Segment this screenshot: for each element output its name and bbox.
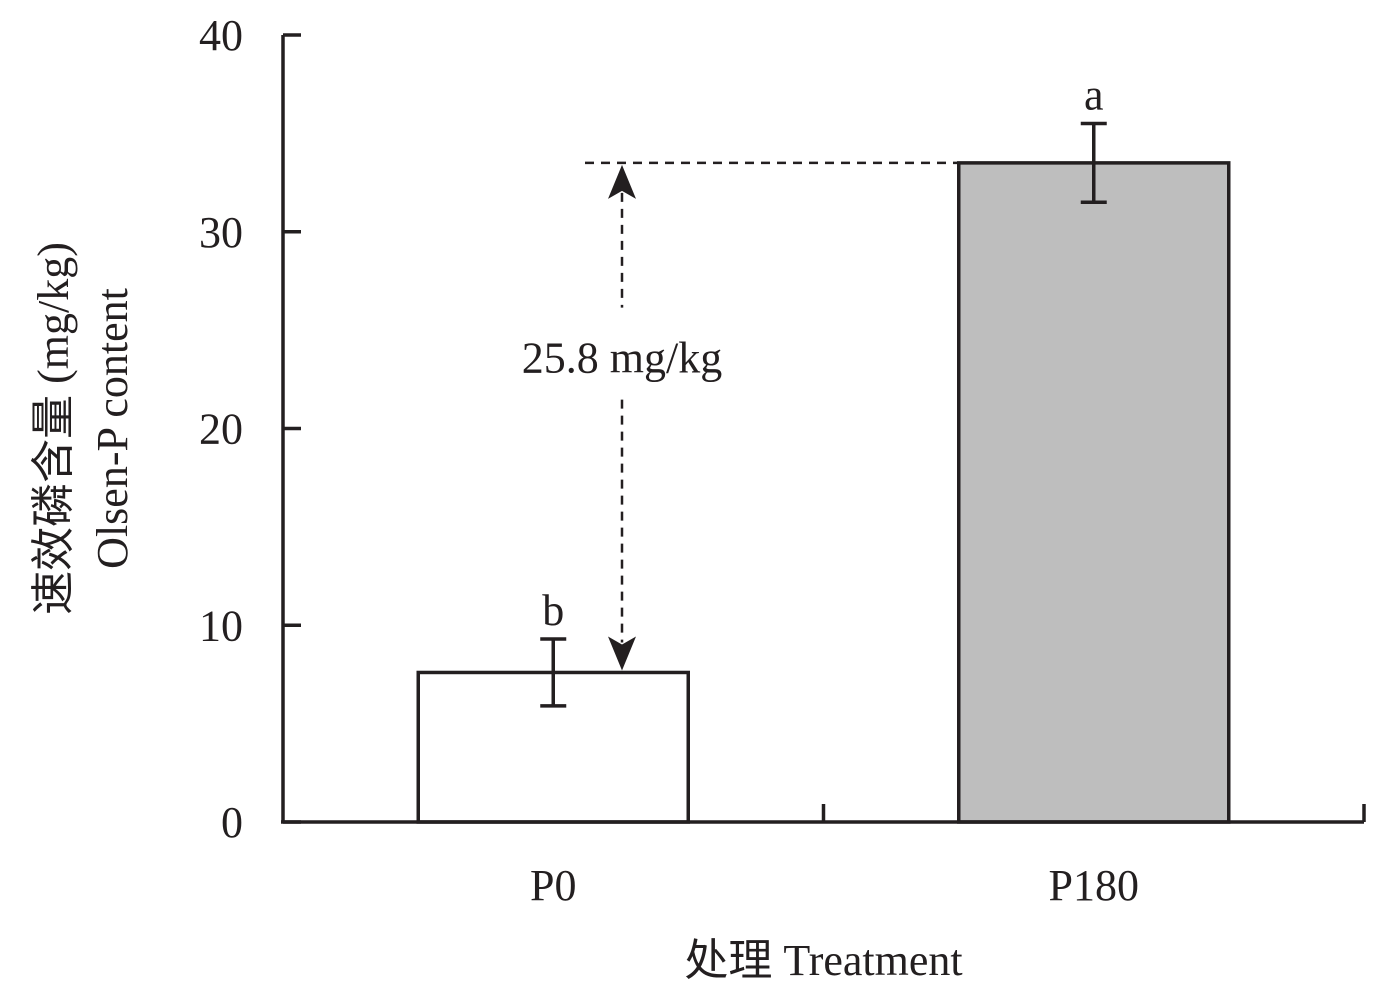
- y-axis-title-line-2: Olsen-P content: [88, 288, 137, 569]
- x-ticks: P0 P180: [530, 804, 1366, 910]
- y-axis-title-line-1: 速效磷含量 (mg/kg): [29, 242, 78, 615]
- significance-label-p180: a: [1084, 71, 1104, 120]
- y-tick-label: 40: [199, 11, 243, 60]
- error-bar-p180: [1080, 121, 1107, 204]
- bar-p180: [957, 161, 1231, 824]
- annotation-label: 25.8 mg/kg: [522, 334, 722, 383]
- y-tick-label: 20: [199, 405, 243, 454]
- bars: ba: [416, 71, 1231, 824]
- x-axis-title: 处理 Treatment: [684, 936, 962, 985]
- y-tick-label: 0: [221, 798, 243, 847]
- significance-label-p0: b: [542, 586, 564, 635]
- y-tick-label: 30: [199, 208, 243, 257]
- category-label-p180: P180: [1049, 861, 1139, 910]
- category-label-p0: P0: [530, 861, 576, 910]
- y-ticks: 0 10 20 30 40: [199, 11, 301, 847]
- annotation-arrowhead-up-icon: [608, 164, 636, 199]
- annotation-arrowhead-down-icon: [608, 636, 636, 671]
- y-axis-title: 速效磷含量 (mg/kg) Olsen-P content: [29, 242, 137, 615]
- difference-annotation: 25.8 mg/kg: [522, 161, 959, 671]
- error-bar-p0: [540, 637, 567, 708]
- y-tick-label: 10: [199, 601, 243, 650]
